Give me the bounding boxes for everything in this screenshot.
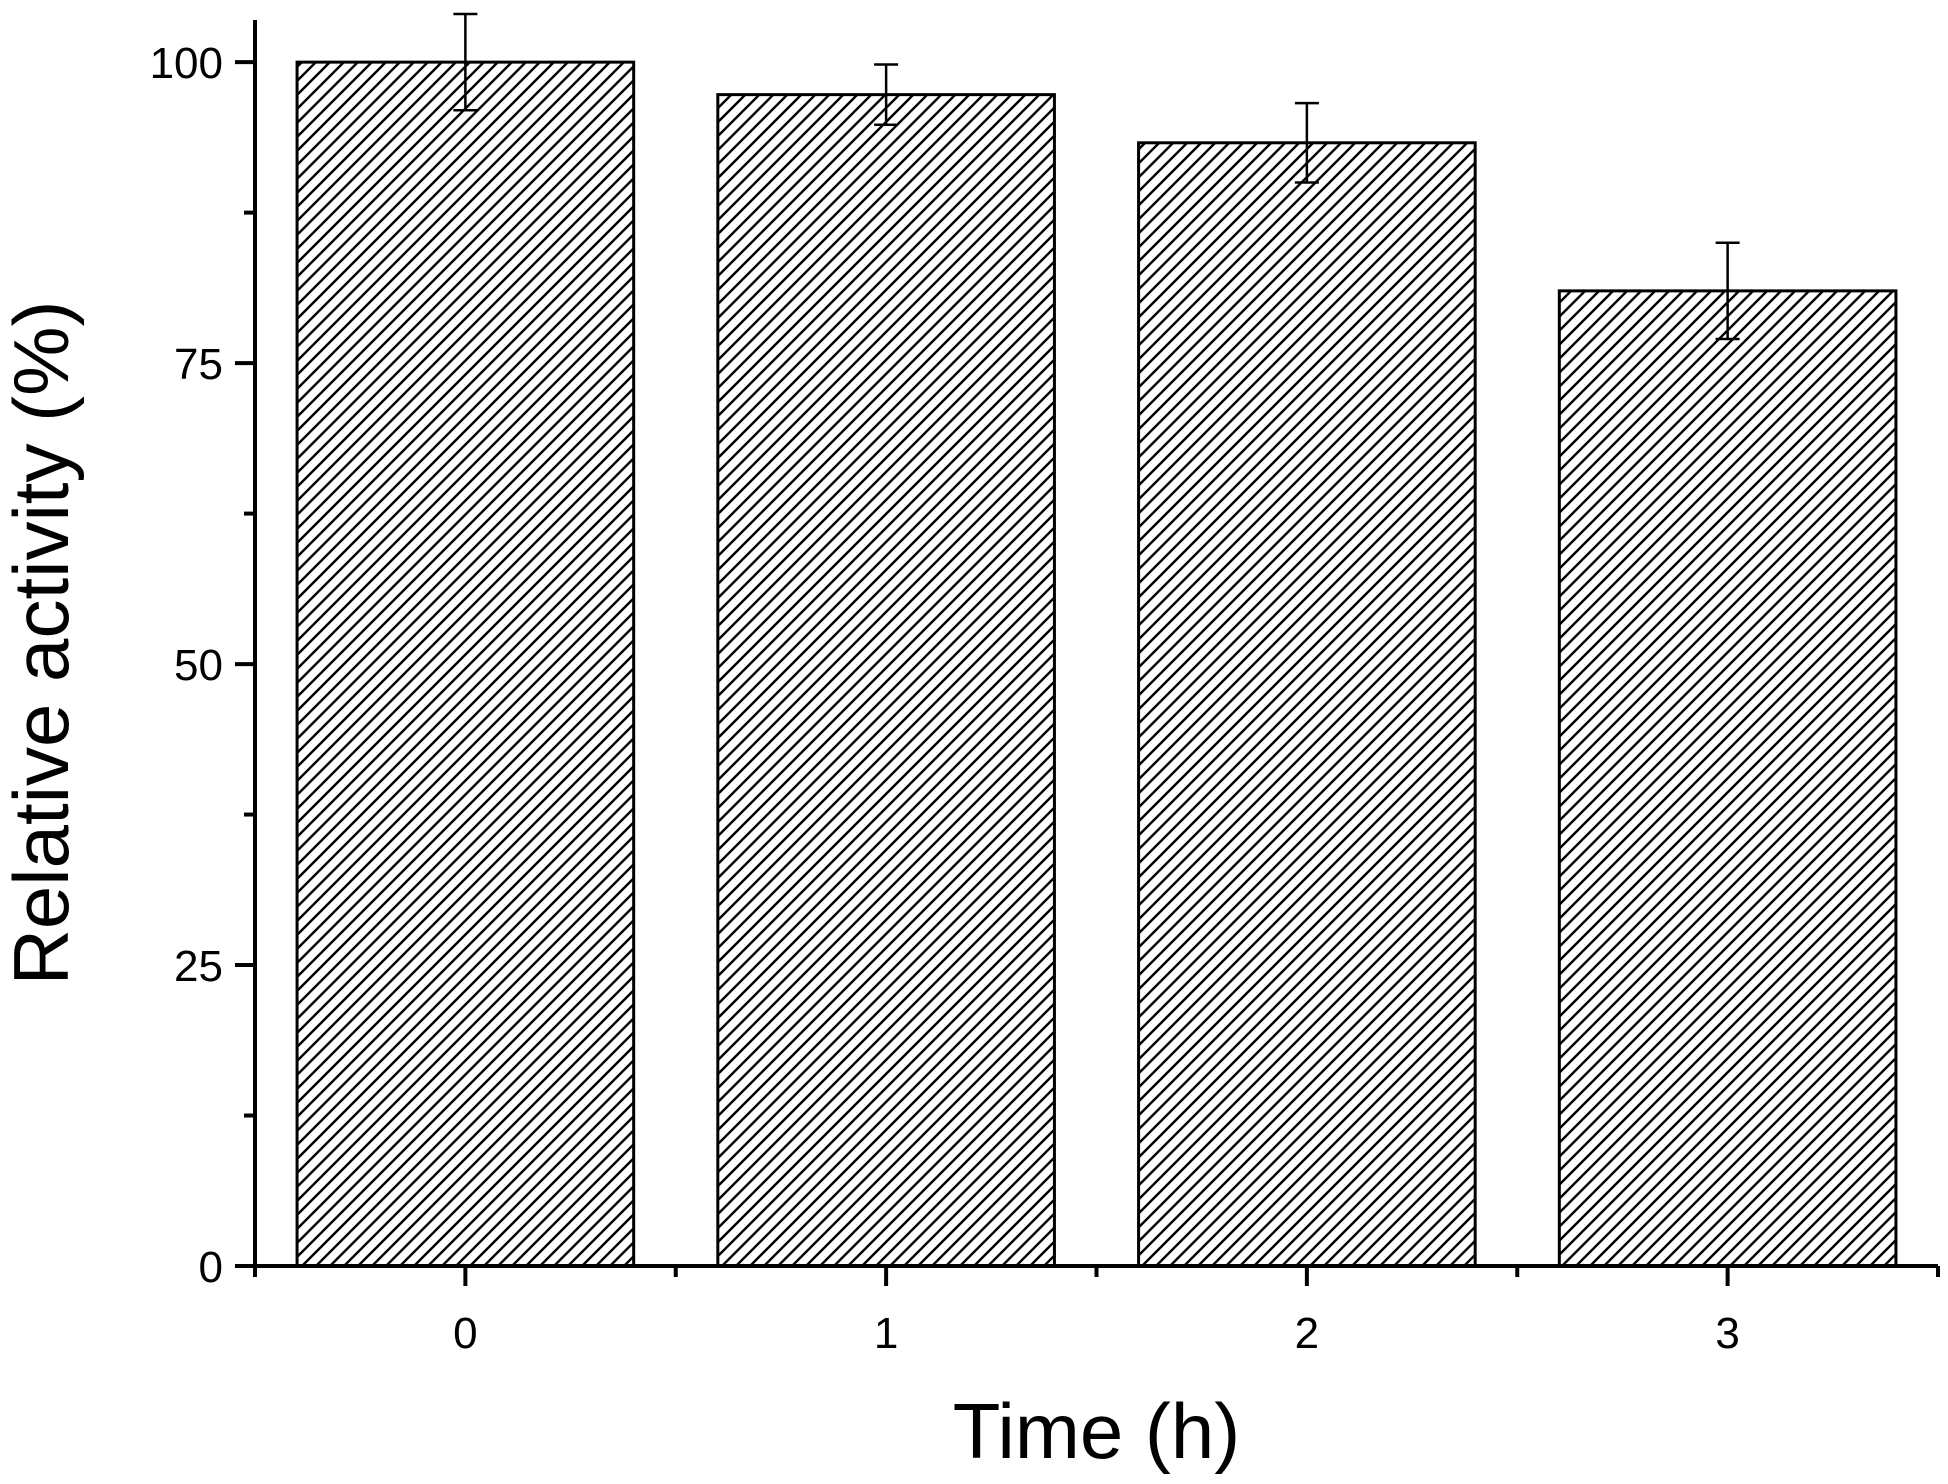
bar-3: [1557, 289, 1898, 1268]
bar-2: [1137, 141, 1477, 1268]
error-bars-layer: [453, 12, 1740, 341]
x-tick-label-3: 3: [1715, 1309, 1739, 1358]
bars-layer: [295, 60, 1898, 1268]
x-tick-label-1: 1: [874, 1309, 898, 1358]
bar-0: [295, 60, 636, 1268]
bar-1: [716, 93, 1056, 1268]
error-bar-2: [1294, 101, 1319, 184]
x-axis-title: Time (h): [953, 1387, 1240, 1475]
y-tick-label-25: 25: [174, 942, 223, 991]
error-bar-0: [453, 12, 478, 112]
error-bar-1: [874, 63, 899, 126]
error-bar-3: [1715, 241, 1740, 341]
x-ticks: 0 1 2 3: [253, 1266, 1940, 1358]
y-ticks: 0 25 50 75 100: [150, 39, 255, 1292]
x-tick-label-2: 2: [1295, 1309, 1319, 1358]
y-axis-title: Relative activity (%): [0, 301, 85, 986]
x-tick-label-0: 0: [453, 1309, 477, 1358]
y-tick-label-0: 0: [199, 1243, 223, 1292]
y-tick-label-75: 75: [174, 340, 223, 389]
y-tick-label-100: 100: [150, 39, 223, 88]
y-tick-label-50: 50: [174, 641, 223, 690]
